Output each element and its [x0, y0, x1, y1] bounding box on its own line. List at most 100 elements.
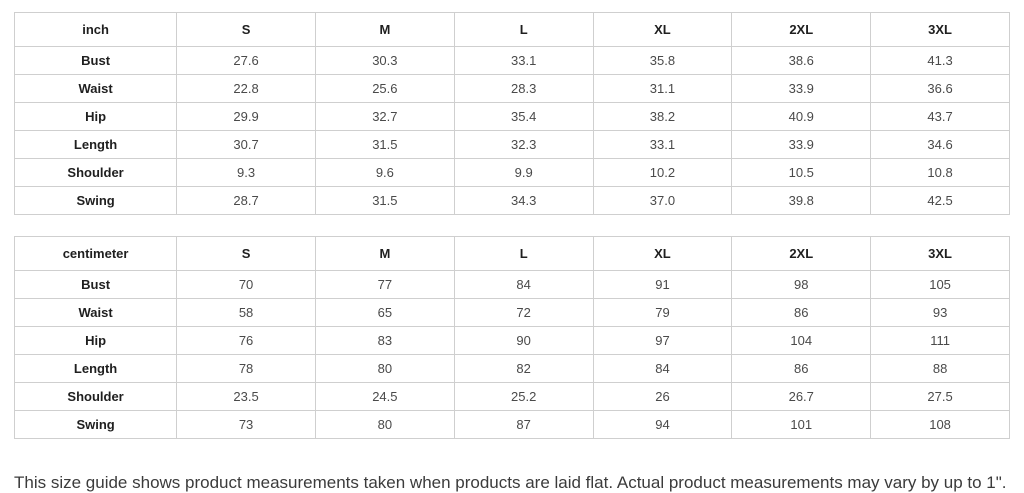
measurement-label-cell: Bust [13, 46, 178, 75]
measurement-value-cell: 31.5 [314, 130, 455, 159]
measurement-value-cell: 31.1 [592, 74, 733, 103]
measurement-value-cell: 77 [314, 270, 455, 299]
measurement-value-cell: 35.4 [453, 102, 594, 131]
table-row: Shoulder 9.3 9.6 9.9 10.2 10.5 10.8 [13, 158, 1010, 187]
table-row: Swing 28.7 31.5 34.3 37.0 39.8 42.5 [13, 186, 1010, 215]
measurement-value-cell: 94 [592, 410, 733, 439]
measurement-value-cell: 9.6 [314, 158, 455, 187]
table-row: Hip 29.9 32.7 35.4 38.2 40.9 43.7 [13, 102, 1010, 131]
size-header-cell: XL [592, 236, 733, 271]
measurement-value-cell: 72 [453, 298, 594, 327]
measurement-value-cell: 9.9 [453, 158, 594, 187]
measurement-value-cell: 38.2 [592, 102, 733, 131]
measurement-label-cell: Waist [13, 298, 178, 327]
measurement-value-cell: 86 [731, 298, 872, 327]
size-header-cell: 3XL [870, 236, 1010, 271]
measurement-value-cell: 104 [731, 326, 872, 355]
measurement-value-cell: 22.8 [176, 74, 316, 103]
measurement-value-cell: 10.8 [870, 158, 1010, 187]
measurement-value-cell: 98 [731, 270, 872, 299]
measurement-label-cell: Waist [13, 74, 178, 103]
size-header-cell: M [314, 12, 455, 47]
table-row: Length 78 80 82 84 86 88 [13, 354, 1010, 383]
size-header-cell: S [176, 236, 316, 271]
table-row: Hip 76 83 90 97 104 111 [13, 326, 1010, 355]
measurement-value-cell: 32.7 [314, 102, 455, 131]
measurement-value-cell: 26.7 [731, 382, 872, 411]
measurement-value-cell: 83 [314, 326, 455, 355]
measurement-value-cell: 41.3 [870, 46, 1010, 75]
measurement-value-cell: 28.7 [176, 186, 316, 215]
measurement-label-cell: Length [13, 130, 178, 159]
measurement-value-cell: 10.5 [731, 158, 872, 187]
measurement-value-cell: 34.3 [453, 186, 594, 215]
size-header-cell: S [176, 12, 316, 47]
measurement-value-cell: 76 [176, 326, 316, 355]
measurement-value-cell: 28.3 [453, 74, 594, 103]
size-table-centimeter-head: centimeter S M L XL 2XL 3XL [13, 236, 1010, 271]
measurement-value-cell: 33.9 [731, 130, 872, 159]
measurement-value-cell: 87 [453, 410, 594, 439]
table-row: Waist 22.8 25.6 28.3 31.1 33.9 36.6 [13, 74, 1010, 103]
measurement-value-cell: 93 [870, 298, 1010, 327]
measurement-value-cell: 27.5 [870, 382, 1010, 411]
measurement-value-cell: 78 [176, 354, 316, 383]
measurement-value-cell: 70 [176, 270, 316, 299]
measurement-value-cell: 58 [176, 298, 316, 327]
measurement-value-cell: 97 [592, 326, 733, 355]
size-header-cell: 2XL [731, 236, 872, 271]
measurement-value-cell: 65 [314, 298, 455, 327]
measurement-value-cell: 88 [870, 354, 1010, 383]
size-table-inch: inch S M L XL 2XL 3XL Bust 27.6 30.3 33.1 35.8 38.6… [13, 12, 1010, 215]
measurement-label-cell: Hip [13, 326, 178, 355]
table-row: Length 30.7 31.5 32.3 33.1 33.9 34.6 [13, 130, 1010, 159]
measurement-value-cell: 73 [176, 410, 316, 439]
table-row: Waist 58 65 72 79 86 93 [13, 298, 1010, 327]
measurement-value-cell: 31.5 [314, 186, 455, 215]
measurement-value-cell: 23.5 [176, 382, 316, 411]
measurement-value-cell: 34.6 [870, 130, 1010, 159]
size-table-inch-body: Bust 27.6 30.3 33.1 35.8 38.6 41.3 Waist 22.8 25.… [13, 46, 1010, 215]
measurement-value-cell: 33.1 [592, 130, 733, 159]
measurement-value-cell: 101 [731, 410, 872, 439]
size-header-cell: XL [592, 12, 733, 47]
measurement-value-cell: 30.3 [314, 46, 455, 75]
table-row: Swing 73 80 87 94 101 108 [13, 410, 1010, 439]
size-table-inch-head: inch S M L XL 2XL 3XL [13, 12, 1010, 47]
measurement-value-cell: 30.7 [176, 130, 316, 159]
measurement-value-cell: 43.7 [870, 102, 1010, 131]
measurement-value-cell: 38.6 [731, 46, 872, 75]
measurement-value-cell: 33.1 [453, 46, 594, 75]
measurement-value-cell: 32.3 [453, 130, 594, 159]
measurement-value-cell: 84 [453, 270, 594, 299]
measurement-value-cell: 10.2 [592, 158, 733, 187]
measurement-value-cell: 24.5 [314, 382, 455, 411]
size-header-cell: L [453, 12, 594, 47]
measurement-value-cell: 39.8 [731, 186, 872, 215]
table-row: Shoulder 23.5 24.5 25.2 26 26.7 27.5 [13, 382, 1010, 411]
measurement-value-cell: 86 [731, 354, 872, 383]
size-header-cell: 2XL [731, 12, 872, 47]
measurement-value-cell: 80 [314, 354, 455, 383]
unit-header-cell: inch [13, 12, 178, 47]
measurement-value-cell: 84 [592, 354, 733, 383]
measurement-value-cell: 80 [314, 410, 455, 439]
size-table-centimeter: centimeter S M L XL 2XL 3XL Bust 70 77 84 91 98 105 W… [13, 236, 1010, 439]
measurement-value-cell: 27.6 [176, 46, 316, 75]
measurement-value-cell: 25.6 [314, 74, 455, 103]
measurement-value-cell: 35.8 [592, 46, 733, 75]
size-header-cell: 3XL [870, 12, 1010, 47]
measurement-label-cell: Shoulder [13, 382, 178, 411]
measurement-value-cell: 82 [453, 354, 594, 383]
measurement-value-cell: 90 [453, 326, 594, 355]
measurement-label-cell: Hip [13, 102, 178, 131]
measurement-value-cell: 105 [870, 270, 1010, 299]
measurement-value-cell: 40.9 [731, 102, 872, 131]
measurement-value-cell: 33.9 [731, 74, 872, 103]
measurement-value-cell: 79 [592, 298, 733, 327]
measurement-value-cell: 9.3 [176, 158, 316, 187]
table-row: Bust 27.6 30.3 33.1 35.8 38.6 41.3 [13, 46, 1010, 75]
measurement-value-cell: 42.5 [870, 186, 1010, 215]
size-header-cell: M [314, 236, 455, 271]
